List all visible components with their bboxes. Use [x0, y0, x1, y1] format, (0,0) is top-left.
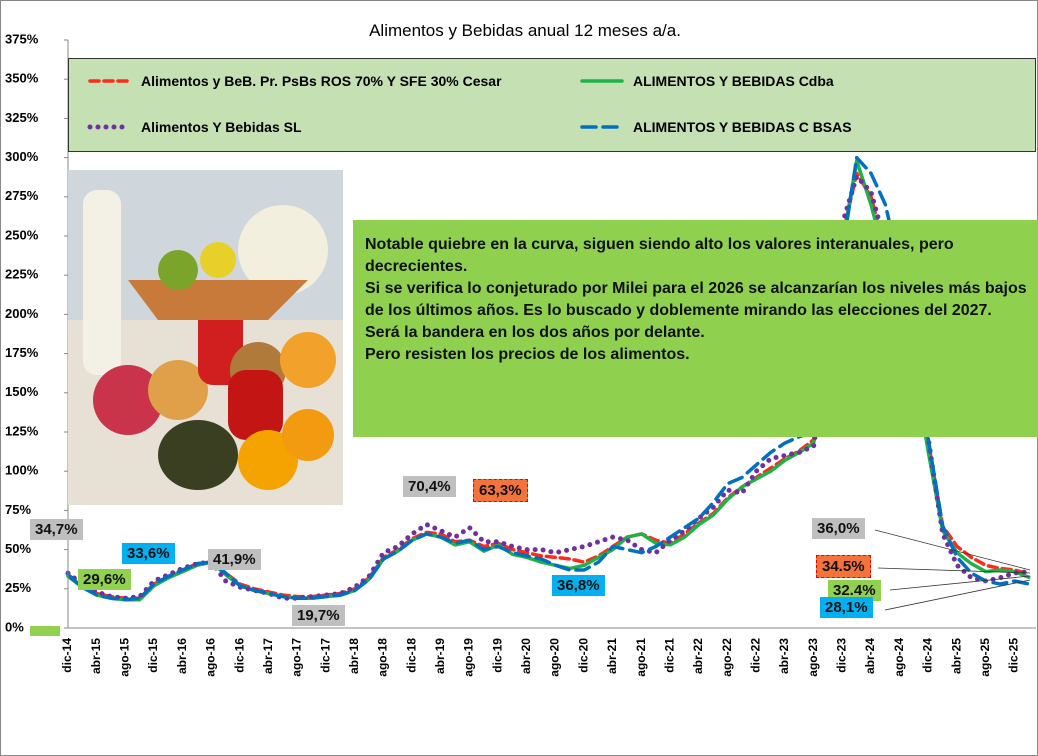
x-tick-label: abr-20 — [519, 638, 533, 674]
legend-item: Alimentos Y Bebidas SL — [87, 119, 302, 135]
legend-swatch — [580, 79, 624, 83]
y-tick-label: 150% — [5, 384, 39, 399]
leader-line — [889, 575, 1031, 591]
x-tick-label: abr-17 — [261, 638, 275, 674]
x-tick-label: ago-20 — [548, 638, 562, 677]
x-tick-label: ago-17 — [290, 638, 304, 677]
x-tick-label: dic-23 — [835, 638, 849, 673]
leader-line — [884, 579, 1031, 611]
y-tick-label: 325% — [5, 110, 39, 125]
annotation: 63,3% — [473, 479, 528, 502]
x-tick-label: dic-25 — [1007, 638, 1021, 673]
x-tick-label: abr-21 — [605, 638, 619, 674]
legend-swatch — [580, 125, 624, 129]
note-text: Pero resisten los precios de los aliment… — [365, 346, 690, 363]
y-tick-label: 300% — [5, 149, 39, 164]
annotation: 34,7% — [30, 519, 83, 540]
x-tick-label: ago-21 — [634, 638, 648, 677]
x-tick-label: abr-19 — [433, 638, 447, 674]
annotation: 34.5% — [816, 555, 871, 578]
x-tick-label: dic-16 — [232, 638, 246, 673]
x-tick-label: ago-24 — [892, 638, 906, 677]
legend-item: ALIMENTOS Y BEBIDAS Cdba — [579, 73, 834, 89]
legend-swatch — [88, 79, 132, 83]
y-tick-label: 375% — [5, 31, 39, 46]
annotation: 19,7% — [292, 605, 345, 626]
x-tick-label: abr-18 — [347, 638, 361, 674]
decor — [30, 626, 60, 636]
x-tick-label: dic-14 — [60, 638, 74, 673]
leader-line — [877, 567, 1031, 574]
annotation: 28,1% — [820, 597, 873, 618]
x-tick-label: ago-25 — [978, 638, 992, 677]
x-tick-label: ago-19 — [462, 638, 476, 677]
y-tick-label: 250% — [5, 227, 39, 242]
x-tick-label: abr-25 — [949, 638, 963, 674]
y-tick-label: 125% — [5, 423, 39, 438]
x-tick-label: ago-23 — [806, 638, 820, 677]
annotation: 36,8% — [552, 575, 605, 596]
annotation: 29,6% — [78, 569, 131, 590]
y-tick-label: 75% — [5, 502, 31, 517]
legend-label: Alimentos y BeB. Pr. PsBs ROS 70% Y SFE … — [141, 73, 502, 89]
y-tick-label: 275% — [5, 188, 39, 203]
y-tick-label: 175% — [5, 345, 39, 360]
annotation: 70,4% — [403, 476, 456, 497]
x-tick-label: abr-16 — [175, 638, 189, 674]
series-line — [66, 155, 1031, 602]
note-box: Notable quiebre en la curva, siguen sien… — [353, 220, 1038, 437]
x-tick-label: dic-24 — [921, 638, 935, 673]
annotation: 32.4% — [828, 580, 881, 601]
y-tick-label: 25% — [5, 580, 31, 595]
y-tick-label: 200% — [5, 306, 39, 321]
x-tick-label: dic-18 — [404, 638, 418, 673]
photo — [68, 170, 343, 505]
legend-label: Alimentos Y Bebidas SL — [141, 119, 302, 135]
legend-item: ALIMENTOS Y BEBIDAS C BSAS — [579, 119, 852, 135]
x-tick-label: ago-18 — [376, 638, 390, 677]
y-tick-label: 350% — [5, 71, 39, 86]
x-tick-label: ago-15 — [118, 638, 132, 677]
y-tick-label: 100% — [5, 463, 39, 478]
annotation: 36,0% — [812, 518, 865, 539]
y-tick-label: 50% — [5, 541, 31, 556]
x-tick-label: abr-24 — [863, 638, 877, 674]
legend-label: ALIMENTOS Y BEBIDAS C BSAS — [633, 119, 852, 135]
legend-swatch — [87, 124, 133, 130]
x-tick-label: dic-19 — [490, 638, 504, 673]
x-tick-label: abr-15 — [89, 638, 103, 674]
legend-item: Alimentos y BeB. Pr. PsBs ROS 70% Y SFE … — [87, 73, 502, 89]
photo-art — [68, 170, 343, 505]
legend-label: ALIMENTOS Y BEBIDAS Cdba — [633, 73, 834, 89]
x-tick-label: ago-22 — [720, 638, 734, 677]
y-tick-label: 0% — [5, 619, 24, 634]
x-tick-label: dic-17 — [318, 638, 332, 673]
x-tick-label: abr-23 — [777, 638, 791, 674]
x-tick-label: ago-16 — [204, 638, 218, 677]
annotation: 33,6% — [122, 543, 175, 564]
note-text: Notable quiebre en la curva, siguen sien… — [365, 236, 954, 275]
lines — [65, 155, 1032, 602]
x-tick-label: dic-15 — [146, 638, 160, 673]
y-tick-label: 225% — [5, 267, 39, 282]
chart-title: Alimentos y Bebidas anual 12 meses a/a. — [369, 21, 681, 40]
leader-line — [874, 529, 1031, 571]
x-tick-label: dic-21 — [662, 638, 676, 673]
legend: Alimentos y BeB. Pr. PsBs ROS 70% Y SFE … — [68, 58, 1036, 152]
annotation: 41,9% — [208, 549, 261, 570]
note-text: Si se verifica lo conjeturado por Milei … — [365, 280, 1027, 341]
x-tick-label: dic-22 — [748, 638, 762, 673]
x-tick-label: dic-20 — [576, 638, 590, 673]
x-tick-label: abr-22 — [691, 638, 705, 674]
